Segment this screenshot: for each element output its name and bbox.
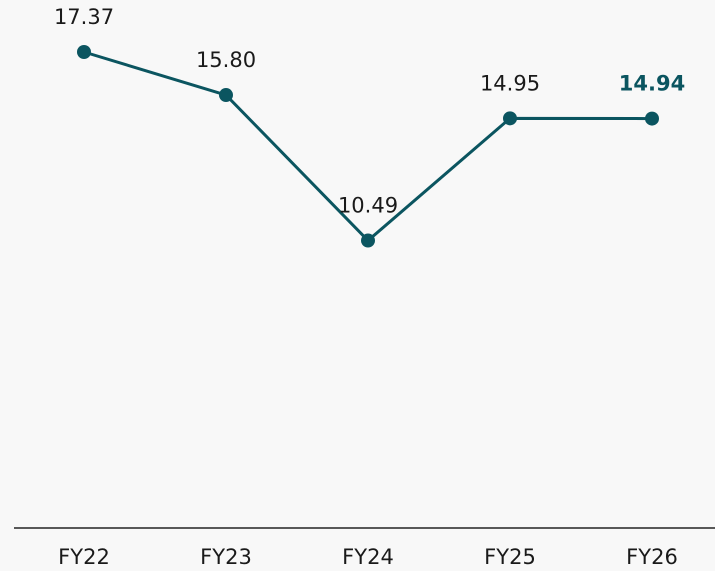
point <box>645 111 659 126</box>
point <box>219 88 233 103</box>
point <box>503 111 517 126</box>
x-tick-label: FY24 <box>342 545 394 569</box>
point <box>361 233 375 248</box>
value-label: 10.49 <box>338 194 398 218</box>
value-label: 15.80 <box>196 48 256 72</box>
x-tick-label: FY26 <box>626 545 678 569</box>
point <box>77 45 91 59</box>
value-label: 14.94 <box>619 72 685 96</box>
x-tick-label: FY25 <box>484 545 536 569</box>
value-label: 14.95 <box>480 71 540 95</box>
value-label: 17.37 <box>54 5 114 29</box>
x-tick-label: FY22 <box>58 545 110 569</box>
x-tick-label: FY23 <box>200 545 252 569</box>
